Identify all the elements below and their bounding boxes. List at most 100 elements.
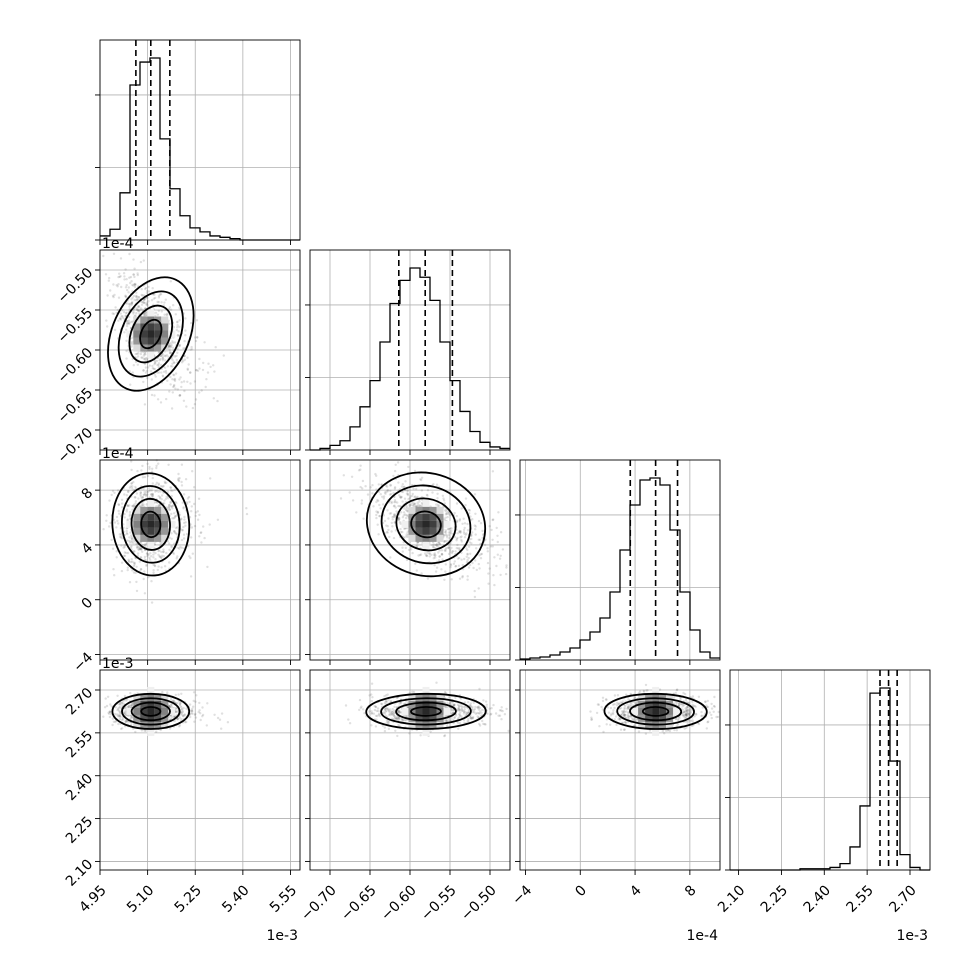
scatter-point (156, 313, 159, 316)
density-cell (436, 506, 444, 514)
scatter-point (142, 380, 145, 384)
y-tick-label: −0.50 (55, 265, 97, 307)
scatter-point (145, 359, 148, 362)
scatter-point (176, 334, 180, 337)
scatter-point (190, 321, 193, 325)
scatter-point (477, 587, 480, 590)
x-tick-label: 5.10 (124, 882, 157, 915)
scatter-point (134, 502, 137, 505)
scatter-point (142, 493, 145, 497)
scatter-point (143, 403, 147, 406)
scatter-point (378, 514, 382, 518)
scatter-point (137, 296, 141, 299)
scatter-point (505, 564, 508, 567)
scatter-point (174, 372, 178, 375)
scatter-point (430, 553, 433, 556)
scatter-point (166, 379, 169, 382)
scatter-point (391, 525, 394, 528)
scatter-point (111, 489, 115, 493)
scatter-point (168, 508, 172, 511)
scatter-point (400, 511, 403, 514)
scatter-point (123, 331, 126, 334)
scatter-point (131, 343, 134, 346)
density-cell (147, 337, 155, 345)
scatter-point (440, 568, 443, 571)
scatter-point (180, 718, 183, 721)
scatter-point (118, 512, 121, 515)
scatter-point (172, 385, 175, 389)
scatter-point (216, 716, 220, 720)
scatter-point (368, 710, 371, 713)
scatter-point (469, 716, 472, 719)
scatter-points (102, 459, 249, 604)
scatter-point (158, 555, 161, 558)
density-cell (161, 513, 169, 521)
scatter-point (173, 361, 176, 365)
scatter-point (475, 568, 478, 572)
scatter-point (194, 700, 197, 703)
scatter-point (131, 300, 134, 304)
scatter-point (168, 390, 171, 393)
scatter-point (117, 283, 120, 286)
scatter-point (175, 502, 178, 505)
scatter-point (149, 489, 152, 492)
scatter-point (622, 728, 626, 731)
scatter-point (454, 565, 457, 568)
scatter-point (130, 482, 133, 485)
scatter-point (190, 510, 193, 513)
scatter-point (383, 729, 387, 733)
scatter-point (133, 561, 136, 564)
scatter-point (441, 494, 445, 497)
scatter-point (120, 544, 123, 547)
scatter-point (143, 314, 146, 317)
scatter-point (148, 465, 151, 469)
scatter-point (453, 716, 456, 719)
scatter-point (118, 713, 121, 716)
scatter-point (151, 482, 154, 485)
scatter-point (157, 294, 161, 297)
scatter-point (113, 491, 116, 494)
scatter-point (381, 503, 385, 506)
scatter-point (637, 730, 641, 733)
scatter-point (170, 494, 173, 498)
scatter-point (461, 563, 464, 567)
density-cell (147, 351, 155, 359)
scatter-point (465, 560, 469, 564)
contour-level-1 (128, 304, 174, 364)
scatter-point (491, 518, 494, 522)
scatter-point (382, 495, 386, 498)
scatter-point (141, 464, 144, 468)
scatter-point (118, 272, 121, 275)
scatter-point (454, 696, 457, 699)
panel-3-1: −0.70−0.65−0.60−0.55−0.50 (298, 669, 511, 924)
scatter-point (150, 470, 154, 473)
scatter-point (178, 306, 181, 310)
scatter-point (154, 296, 157, 300)
x-tick-label: 5.55 (267, 882, 300, 915)
scatter-point (129, 717, 133, 720)
scatter-point (129, 383, 132, 386)
scatter-point (133, 298, 136, 302)
scatter-point (460, 558, 463, 561)
scatter-point (465, 555, 468, 558)
scatter-point (411, 492, 414, 496)
scatter-point (131, 569, 134, 572)
scatter-point (448, 696, 451, 699)
scatter-point (176, 351, 179, 354)
density-cell (422, 527, 430, 535)
scatter-point (131, 371, 134, 374)
scatter-point (131, 296, 134, 299)
scatter-point (418, 500, 421, 503)
scatter-point (463, 536, 467, 539)
scatter-point (473, 711, 476, 714)
scatter-point (385, 490, 388, 493)
scatter-point (132, 312, 135, 315)
scatter-point (445, 724, 449, 727)
scatter-point (445, 546, 448, 550)
scatter-point (154, 314, 157, 317)
density-cell (422, 707, 430, 715)
scatter-point (191, 406, 195, 410)
scatter-point (401, 550, 404, 553)
scatter-point (486, 561, 490, 565)
scatter-point (358, 708, 361, 712)
